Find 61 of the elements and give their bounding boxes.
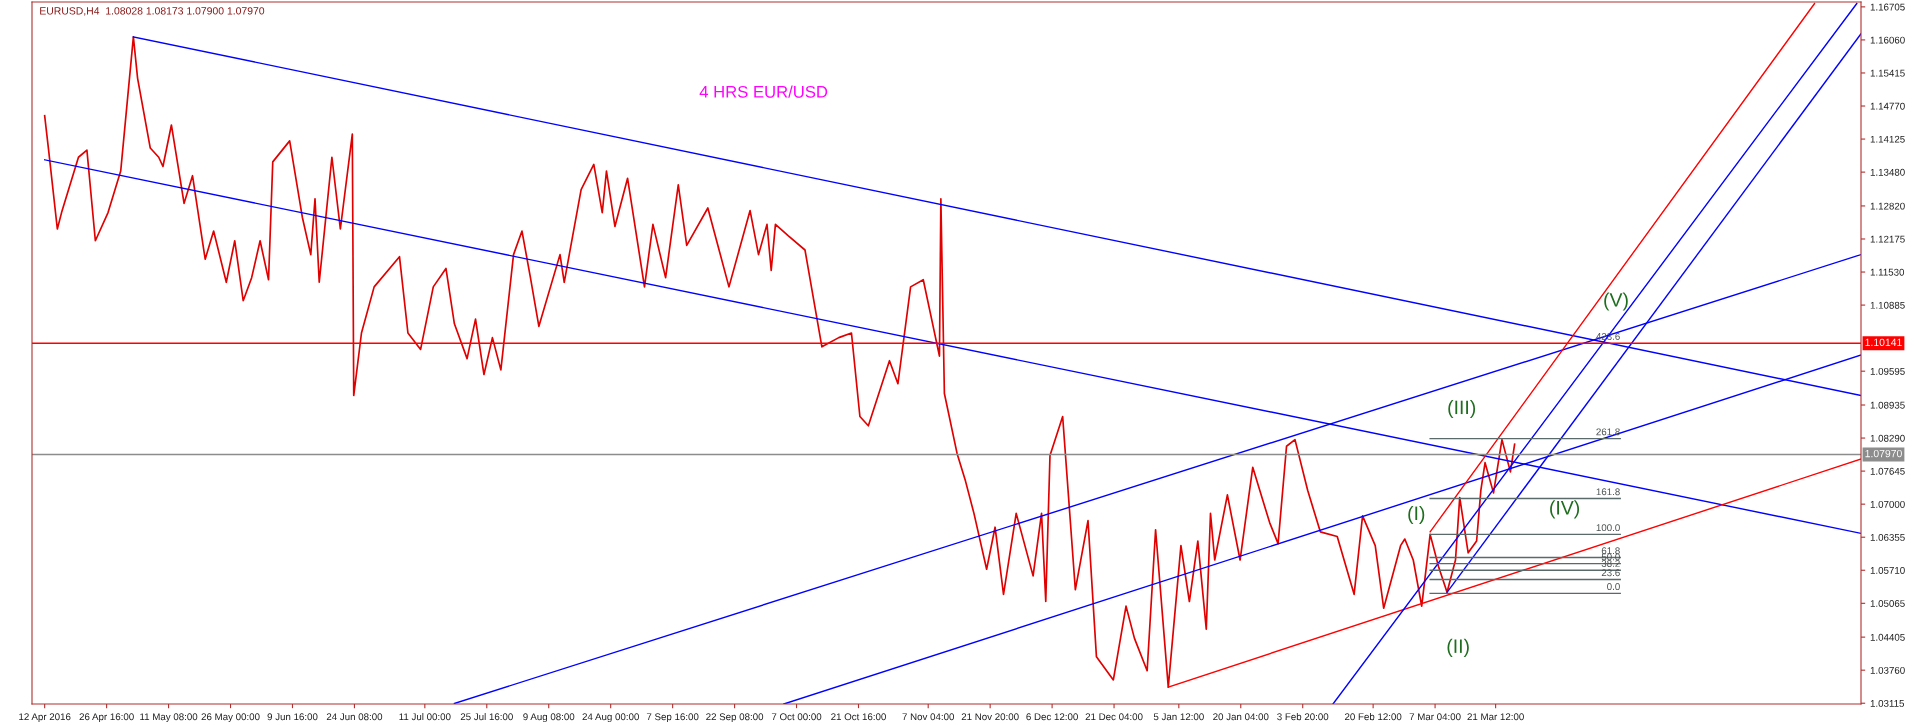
y-tick-label: 1.05065 — [1870, 600, 1905, 607]
y-tick-label: 1.05710 — [1870, 567, 1905, 574]
x-tick-label: 21 Mar 12:00 — [1467, 713, 1524, 721]
annotation: 23.6 — [1601, 569, 1620, 577]
chart-title: EURUSD,H4 1.08028 1.08173 1.07900 1.07970 — [40, 7, 265, 16]
x-tick-label: 9 Jun 16:00 — [267, 713, 318, 721]
x-tick-label: 9 Aug 08:00 — [523, 713, 575, 723]
y-tick-label: 1.13480 — [1870, 168, 1905, 176]
x-tick-label: 26 Apr 16:00 — [79, 713, 134, 723]
y-tick-label: 1.03115 — [1870, 699, 1905, 707]
y-tick-label: 1.07645 — [1870, 467, 1905, 475]
y-tick-label: 1.16060 — [1870, 36, 1905, 44]
annotation: (V) — [1604, 292, 1628, 311]
annotation: (IV) — [1550, 500, 1580, 519]
x-tick-label: 5 Jan 12:00 — [1153, 713, 1204, 721]
x-tick-label: 12 Apr 2016 — [19, 713, 71, 723]
x-tick-label: 7 Nov 04:00 — [902, 713, 955, 721]
x-tick-label: 7 Mar 04:00 — [1409, 713, 1461, 721]
y-tick-label: 1.10885 — [1870, 301, 1905, 309]
annotation: (III) — [1448, 399, 1476, 419]
y-tick-label: 1.12175 — [1870, 235, 1905, 243]
y-tick-label: 1.08935 — [1870, 401, 1905, 409]
annotation: 61.8 — [1601, 547, 1620, 555]
x-tick-label: 22 Sep 08:00 — [706, 713, 764, 723]
y-tick-label: 1.09595 — [1870, 367, 1905, 375]
x-tick-label: 21 Dec 04:00 — [1085, 713, 1143, 721]
annotation: 0.0 — [1607, 583, 1620, 591]
annotation: 261.8 — [1596, 428, 1620, 436]
x-tick-label: 21 Oct 16:00 — [831, 713, 886, 721]
x-tick-label: 6 Dec 12:00 — [1026, 713, 1078, 721]
y-tick-label: 1.07000 — [1870, 500, 1905, 508]
annotation: 161.8 — [1596, 488, 1620, 496]
y-tick-label: 1.12820 — [1870, 202, 1905, 210]
y-tick-label: 1.14770 — [1870, 102, 1905, 110]
text: 4 HRS EUR/USD — [699, 85, 828, 98]
y-tick-label: 1.15415 — [1870, 69, 1905, 77]
ref-line-label: 1.07970 — [1865, 449, 1902, 458]
y-tick-label: 1.16705 — [1870, 3, 1905, 11]
y-tick-label: 1.03760 — [1870, 666, 1905, 674]
y-tick-label: 1.14125 — [1870, 135, 1905, 143]
x-tick-label: 20 Feb 12:00 — [1344, 713, 1402, 721]
x-tick-label: 21 Nov 20:00 — [961, 713, 1019, 721]
annotation: (I) — [1408, 505, 1425, 524]
y-tick-label: 1.08290 — [1870, 434, 1905, 442]
x-tick-label: 7 Oct 00:00 — [771, 713, 822, 721]
x-tick-label: 7 Sep 16:00 — [646, 713, 699, 723]
x-tick-label: 24 Aug 00:00 — [582, 713, 639, 723]
x-tick-label: 24 Jun 08:00 — [326, 713, 383, 721]
x-tick-label: 20 Jan 04:00 — [1213, 713, 1269, 721]
ref-line-label: 1.10141 — [1865, 338, 1902, 347]
y-tick-label: 1.06355 — [1870, 533, 1905, 541]
y-tick-label: 1.04405 — [1870, 633, 1905, 641]
x-tick-label: 11 Jul 00:00 — [399, 713, 451, 721]
x-tick-label: 25 Jul 16:00 — [460, 713, 513, 721]
x-tick-label: 3 Feb 20:00 — [1277, 713, 1329, 721]
line-series — [43, 36, 1516, 688]
annotation: (II) — [1447, 638, 1469, 657]
annotation: 100.0 — [1596, 524, 1620, 532]
y-tick-label: 1.11530 — [1870, 268, 1905, 276]
x-tick-label: 11 May 08:00 — [140, 713, 198, 723]
x-tick-label: 26 May 00:00 — [201, 713, 260, 723]
